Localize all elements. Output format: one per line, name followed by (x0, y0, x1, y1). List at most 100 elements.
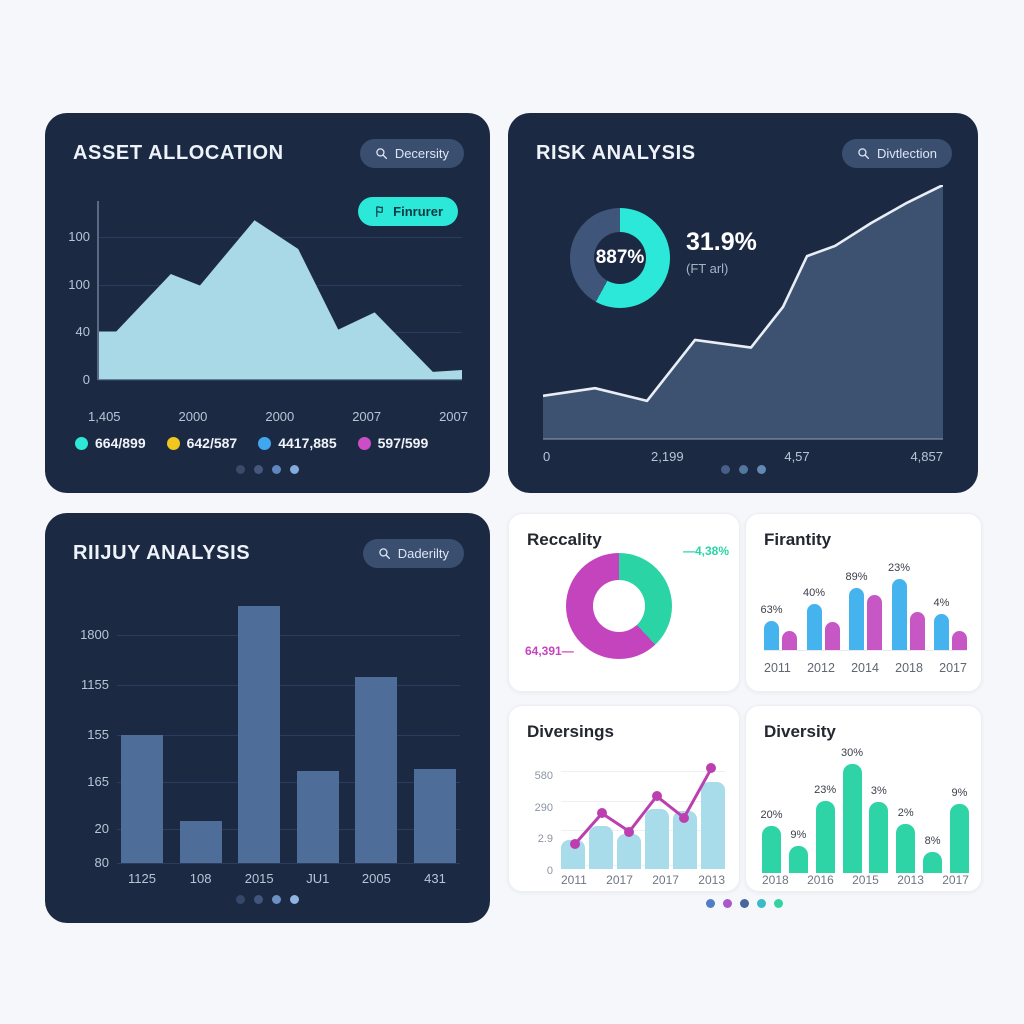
legend-item: 664/899 (75, 435, 146, 451)
x-axis-label: 2,199 (651, 449, 684, 464)
x-axis-label: 1125 (128, 871, 156, 886)
pagination-dot[interactable] (773, 899, 783, 908)
risk-donut-hole: 887% (594, 232, 646, 284)
x-axis-label: 431 (424, 871, 446, 886)
bar-value-label: 89% (845, 570, 868, 583)
cards-pagination (508, 899, 980, 908)
x-axis-line (543, 438, 943, 440)
x-axis-label: 2018 (762, 873, 789, 887)
diversity-x-axis: 2018 2016 2015 2013 2017 (762, 873, 969, 887)
asset-panel-title: ASSET ALLOCATION (73, 142, 284, 164)
pagination-dot[interactable] (756, 465, 766, 474)
bar (238, 606, 281, 863)
x-axis-label: 2016 (807, 873, 834, 887)
pagination-dot[interactable] (756, 899, 766, 908)
y-axis-label: 80 (94, 855, 109, 870)
rijuy-panel-title: RIIJUY ANALYSIS (73, 542, 251, 564)
gridline: 80 (95, 855, 460, 870)
x-axis-label: 2017 (652, 873, 679, 887)
legend-item: 642/587 (166, 435, 238, 451)
y-axis-label: 20 (94, 820, 109, 836)
asset-area-chart: 100 100 40 0 (68, 201, 462, 393)
x-axis-label: 2000 (178, 409, 208, 424)
x-axis-label: 0 (543, 449, 551, 464)
asset-legend: 664/899 642/587 4417,885 597/599 (75, 435, 428, 451)
risk-stat: 31.9% (FT arl) (686, 228, 757, 276)
reccality-label-bottom: 64,391— (525, 644, 574, 658)
y-axis-label: 1155 (81, 676, 109, 692)
bar-value-label: 30% (841, 747, 864, 759)
pagination-dot[interactable] (236, 895, 245, 904)
risk-line-series (543, 185, 943, 439)
diversings-bars (561, 762, 725, 869)
pagination-dot[interactable] (254, 895, 263, 904)
x-axis-label: 2011 (764, 661, 791, 675)
pagination-dot[interactable] (720, 465, 730, 474)
firantity-bar-chart: 63% 40% 89% 23% 4% (760, 562, 967, 651)
legend-label: 642/587 (186, 435, 238, 451)
pagination-dot[interactable] (272, 465, 281, 474)
x-axis-label: 2017 (939, 661, 967, 675)
bar-value-label: 40% (802, 586, 826, 599)
pagination-dot[interactable] (290, 895, 299, 904)
bar-value-label: 3% (870, 785, 887, 798)
asset-panel-header: ASSET ALLOCATION Decersity (45, 113, 490, 168)
y-axis-label: 165 (87, 773, 109, 789)
gridline: 155 (87, 727, 460, 742)
bar: 3% (869, 785, 889, 873)
decersity-button-label: Decersity (394, 146, 449, 161)
bar (121, 734, 163, 863)
bar: 20% (760, 809, 783, 873)
diversings-y-axis: 580 290 2.9 0 (521, 770, 553, 877)
divtlection-filter-button[interactable]: Divtlection (842, 139, 952, 168)
firantity-card: Firantity 63% 40% 89% 23% 4% 2011 2012 2014 201… (745, 513, 982, 692)
pagination-dot[interactable] (236, 465, 245, 474)
x-axis-label: 2013 (897, 873, 924, 887)
risk-panel-title: RISK ANALYSIS (536, 142, 696, 164)
risk-pagination (508, 465, 978, 474)
risk-donut-chart: 887% (570, 208, 670, 308)
daderilty-filter-button[interactable]: Daderilty (362, 539, 464, 568)
bar (701, 782, 725, 869)
diversings-title: Diversings (527, 722, 614, 741)
pagination-dot[interactable] (290, 465, 299, 474)
bar (561, 840, 585, 869)
bar-value-label: 20% (760, 809, 783, 822)
y-axis-label: 40 (75, 323, 90, 339)
pagination-dot[interactable] (722, 899, 732, 908)
pagination-dot[interactable] (739, 899, 749, 908)
diversings-x-axis: 2011 2017 2017 2013 (561, 873, 725, 887)
x-axis-label: 290 (534, 801, 553, 814)
y-axis-label: 100 (68, 229, 90, 245)
bar-group: 40% (803, 569, 840, 650)
pagination-dot[interactable] (272, 895, 281, 904)
pagination-dot[interactable] (705, 899, 715, 908)
x-axis-label: 2015 (244, 871, 274, 886)
reccality-donut-chart (566, 553, 672, 659)
bar: 4% (934, 597, 949, 650)
decersity-filter-button[interactable]: Decersity (359, 139, 464, 168)
diversity-card: Diversity 20% 9% 23% 30% 3% 2% 8% 9% 2018 2016 20… (745, 705, 982, 892)
x-axis-label: 2014 (851, 661, 879, 675)
asset-area-series (98, 201, 462, 393)
x-axis-label: 580 (534, 770, 553, 782)
x-axis-label: 2018 (895, 661, 923, 675)
x-axis-label: 108 (189, 871, 212, 886)
bar (413, 768, 456, 863)
pagination-dot[interactable] (738, 465, 748, 474)
reccality-label-top: —4,38% (682, 544, 729, 558)
bar (179, 821, 222, 863)
x-axis-label: 2015 (852, 873, 879, 887)
gridline (561, 864, 725, 866)
reccality-title: Reccality (527, 530, 602, 549)
bar: 9% (788, 829, 808, 873)
finrurer-tag-button[interactable]: Finrurer (358, 197, 458, 226)
bar (296, 771, 339, 863)
bar (782, 631, 797, 650)
x-axis-label: 4,57 (784, 449, 810, 464)
pagination-dot[interactable] (254, 465, 263, 474)
bar-group: 89% (845, 569, 882, 650)
gridline: 20 (95, 821, 460, 836)
bar-value-label: 4% (933, 597, 950, 610)
